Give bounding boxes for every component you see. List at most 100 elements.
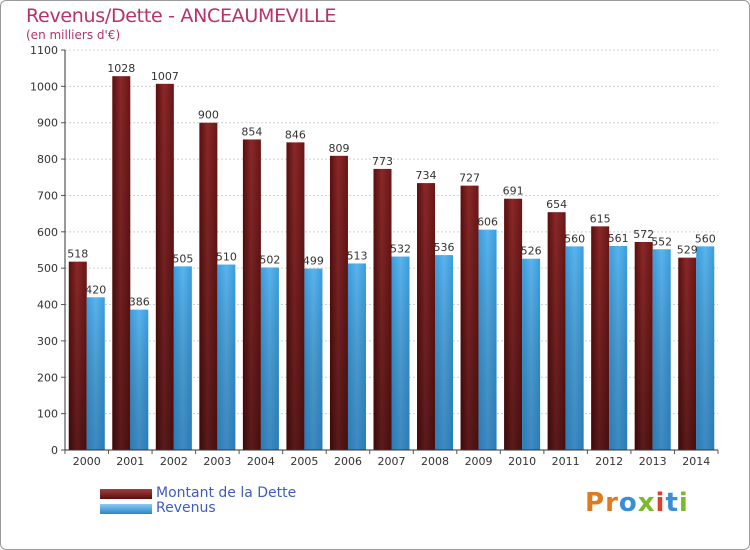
data-label-revenus-2000: 420	[85, 283, 106, 296]
y-tick-label: 700	[37, 189, 58, 202]
data-label-revenus-2002: 505	[172, 252, 193, 265]
bar-dette-shade-2008	[417, 183, 436, 450]
bar-revenus-shade-2003	[217, 264, 236, 450]
bar-dette-shade-2005	[286, 142, 305, 450]
x-tick-label-2009: 2009	[465, 455, 493, 468]
bar-revenus-shade-2011	[565, 246, 584, 450]
logo-letter: i	[678, 488, 689, 518]
logo-letter: x	[637, 488, 656, 518]
data-label-revenus-2010: 526	[521, 245, 542, 258]
data-label-dette-2003: 900	[198, 109, 219, 122]
data-label-revenus-2007: 532	[390, 243, 411, 256]
bar-dette-shade-2011	[547, 212, 566, 450]
bar-dette-shade-2000	[68, 261, 87, 450]
y-tick-label: 300	[37, 335, 58, 348]
data-label-dette-2004: 854	[241, 125, 262, 138]
bar-revenus-shade-2008	[435, 255, 454, 450]
bar-dette-shade-2006	[329, 155, 348, 450]
data-label-dette-2006: 809	[328, 142, 349, 155]
bar-revenus-shade-2009	[478, 229, 497, 450]
data-label-revenus-2009: 606	[477, 216, 498, 229]
bar-revenus-shade-2010	[522, 258, 541, 450]
data-label-revenus-2014: 560	[695, 232, 716, 245]
data-label-revenus-2004: 502	[259, 253, 280, 266]
bar-dette-shade-2013	[634, 242, 653, 450]
y-tick-label: 100	[37, 408, 58, 421]
y-tick-label: 500	[37, 262, 58, 275]
data-label-dette-2010: 691	[503, 185, 524, 198]
data-label-dette-2009: 727	[459, 172, 480, 185]
bar-dette-shade-2001	[112, 76, 131, 450]
data-label-dette-2012: 615	[590, 212, 611, 225]
legend-item-revenus: Revenus	[100, 500, 400, 517]
x-tick-label-2002: 2002	[160, 455, 188, 468]
data-label-revenus-2006: 513	[346, 249, 367, 262]
data-label-dette-2014: 529	[677, 244, 698, 257]
y-tick-label: 200	[37, 371, 58, 384]
bar-revenus-shade-2002	[173, 266, 192, 450]
data-label-dette-2007: 773	[372, 155, 393, 168]
legend-label-revenus: Revenus	[156, 500, 216, 516]
bar-dette-shade-2002	[155, 83, 174, 451]
legend-swatch-debt	[100, 489, 152, 499]
x-tick-label-2005: 2005	[290, 455, 318, 468]
y-tick-label: 900	[37, 117, 58, 130]
x-tick-label-2008: 2008	[421, 455, 449, 468]
legend-label-debt: Montant de la Dette	[156, 485, 297, 501]
y-tick-label: 1000	[30, 80, 58, 93]
chart-title: Revenus/Dette - ANCEAUMEVILLE	[26, 5, 337, 27]
logo-letter: P	[585, 488, 606, 518]
data-label-revenus-2001: 386	[129, 296, 150, 309]
y-tick-label: 400	[37, 299, 58, 312]
bar-revenus-shade-2013	[652, 249, 671, 450]
y-tick-label: 0	[51, 444, 58, 457]
x-tick-label-2013: 2013	[639, 455, 667, 468]
bar-dette-shade-2012	[591, 226, 610, 450]
x-tick-label-2001: 2001	[116, 455, 144, 468]
logo-letter: t	[665, 488, 679, 518]
data-label-revenus-2012: 561	[608, 232, 629, 245]
y-tick-label: 800	[37, 153, 58, 166]
bar-dette-shade-2004	[242, 139, 261, 451]
bar-dette-shade-2007	[373, 168, 392, 450]
data-label-revenus-2008: 536	[434, 241, 455, 254]
x-tick-label-2011: 2011	[552, 455, 580, 468]
logo-letter: i	[655, 488, 666, 518]
logo-letter: r	[605, 488, 619, 518]
data-label-dette-2001: 1028	[107, 62, 135, 75]
data-label-revenus-2003: 510	[216, 251, 237, 264]
legend-swatch-revenus	[100, 504, 152, 514]
x-tick-label-2006: 2006	[334, 455, 362, 468]
data-label-revenus-2005: 499	[303, 255, 324, 268]
y-tick-label: 600	[37, 226, 58, 239]
bar-revenus-shade-2014	[696, 246, 715, 450]
data-label-revenus-2013: 552	[651, 235, 672, 248]
x-tick-label-2014: 2014	[682, 455, 710, 468]
proxiti-logo: Proxiti	[585, 488, 689, 518]
bar-dette-shade-2014	[678, 257, 697, 450]
x-tick-label-2004: 2004	[247, 455, 275, 468]
data-label-dette-2005: 846	[285, 128, 306, 141]
x-tick-label-2012: 2012	[595, 455, 623, 468]
bar-dette-shade-2009	[460, 185, 479, 451]
bar-revenus-shade-2001	[130, 309, 149, 450]
data-label-dette-2008: 734	[416, 169, 437, 182]
bar-revenus-shade-2005	[304, 268, 323, 450]
bar-revenus-shade-2004	[260, 267, 279, 450]
data-label-dette-2011: 654	[546, 198, 567, 211]
data-label-dette-2000: 518	[67, 248, 88, 261]
x-tick-label-2000: 2000	[73, 455, 101, 468]
x-tick-label-2003: 2003	[203, 455, 231, 468]
logo-letter: o	[618, 488, 638, 518]
x-tick-label-2007: 2007	[378, 455, 406, 468]
bar-revenus-shade-2007	[391, 256, 410, 450]
y-tick-label: 1100	[30, 44, 58, 57]
data-label-revenus-2011: 560	[564, 232, 585, 245]
bar-dette-shade-2003	[199, 122, 218, 451]
legend-item-debt: Montant de la Dette	[100, 485, 400, 502]
bar-revenus-shade-2006	[347, 263, 366, 450]
x-tick-label-2010: 2010	[508, 455, 536, 468]
data-label-dette-2002: 1007	[151, 70, 179, 83]
data-label-dette-2013: 572	[633, 228, 654, 241]
